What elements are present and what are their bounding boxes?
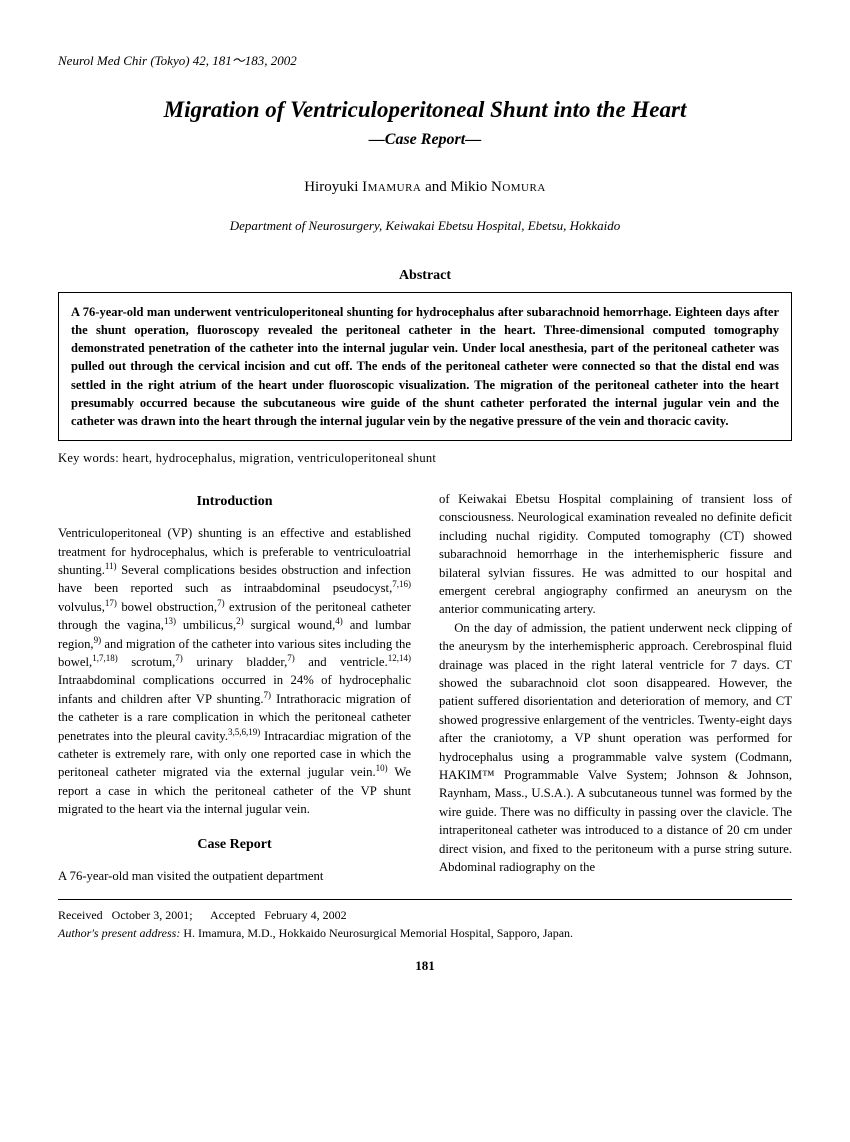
received-date: October 3, 2001; (112, 908, 193, 922)
page-number: 181 (58, 958, 792, 974)
abstract-heading: Abstract (58, 268, 792, 284)
author-last-1: Imamura (362, 179, 421, 195)
footer-address: Author's present address: H. Imamura, M.… (58, 924, 792, 942)
author-first-1: Hiroyuki (304, 179, 362, 195)
accepted-date: February 4, 2002 (264, 908, 346, 922)
abstract-box: A 76-year-old man underwent ventriculope… (58, 292, 792, 441)
address-label: Author's present address: (58, 926, 180, 940)
article-title: Migration of Ventriculoperitoneal Shunt … (58, 97, 792, 123)
footer: Received October 3, 2001; Accepted Febru… (58, 899, 792, 942)
column-right: of Keiwakai Ebetsu Hospital complaining … (439, 490, 792, 886)
body-columns: Introduction Ventriculoperitoneal (VP) s… (58, 490, 792, 886)
case-paragraph-1: A 76-year-old man visited the outpatient… (58, 867, 411, 885)
received-label: Received (58, 908, 112, 922)
address-text: H. Imamura, M.D., Hokkaido Neurosurgical… (180, 926, 573, 940)
accepted-label: Accepted (193, 908, 265, 922)
introduction-heading: Introduction (58, 492, 411, 512)
journal-header: Neurol Med Chir (Tokyo) 42, 181～183, 200… (58, 50, 792, 69)
authors: Hiroyuki Imamura and Mikio Nomura (58, 179, 792, 196)
col2-paragraph-1: of Keiwakai Ebetsu Hospital complaining … (439, 490, 792, 619)
author-conj: and (421, 179, 450, 195)
keywords: Key words: heart, hydrocephalus, migrati… (58, 451, 792, 466)
case-report-heading: Case Report (58, 835, 411, 855)
affiliation: Department of Neurosurgery, Keiwakai Ebe… (58, 218, 792, 234)
author-first-2: Mikio (451, 179, 491, 195)
column-left: Introduction Ventriculoperitoneal (VP) s… (58, 490, 411, 886)
article-subtitle: —Case Report— (58, 131, 792, 149)
col2-paragraph-2: On the day of admission, the patient und… (439, 619, 792, 877)
footer-dates: Received October 3, 2001; Accepted Febru… (58, 906, 792, 924)
author-last-2: Nomura (491, 179, 546, 195)
intro-paragraph: Ventriculoperitoneal (VP) shunting is an… (58, 524, 411, 819)
